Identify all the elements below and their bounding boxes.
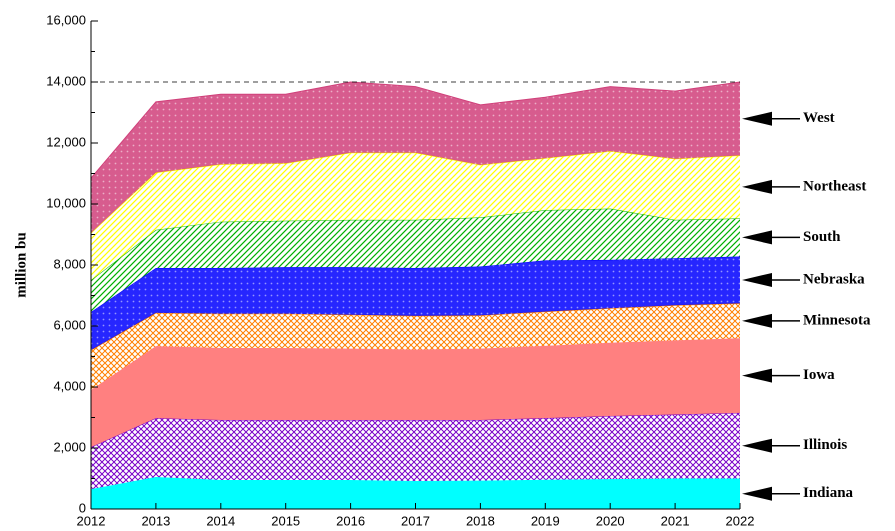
legend-label: Iowa: [803, 367, 835, 383]
y-tick-label: 0: [79, 500, 86, 515]
area: [91, 476, 740, 509]
area: [91, 338, 740, 448]
y-tick-label: 2,000: [53, 439, 86, 454]
area: [91, 151, 740, 281]
y-tick-label: 16,000: [46, 12, 86, 27]
y-tick-label: 4,000: [53, 378, 86, 393]
area: [91, 256, 740, 351]
y-tick-label: 14,000: [46, 73, 86, 88]
area: [91, 412, 740, 490]
y-axis-label: million bu: [13, 232, 29, 297]
legend-arrowhead: [742, 272, 772, 287]
legend-arrowhead: [742, 368, 772, 383]
legend-label: Northeast: [803, 178, 866, 194]
area: [91, 82, 740, 233]
x-tick-label: 2012: [77, 513, 106, 528]
area-edge: [90, 81, 741, 179]
x-tick-label: 2017: [401, 513, 430, 528]
legend-label: Nebraska: [803, 271, 865, 287]
x-tick-label: 2014: [206, 513, 235, 528]
x-tick-label: 2020: [596, 513, 625, 528]
legend-arrowhead: [742, 486, 772, 501]
y-tick-label: 12,000: [46, 134, 86, 149]
x-tick-label: 2015: [271, 513, 300, 528]
legend-label: Minnesota: [803, 312, 871, 328]
legend-label: Indiana: [803, 485, 854, 501]
legend-arrowhead: [742, 230, 772, 245]
area: [91, 208, 740, 312]
x-tick-label: 2021: [661, 513, 690, 528]
x-tick-label: 2022: [726, 513, 755, 528]
legend-label: Illinois: [803, 437, 847, 453]
x-tick-label: 2016: [336, 513, 365, 528]
legend-arrowhead: [742, 313, 772, 328]
legend-label: South: [803, 229, 841, 245]
x-tick-label: 2019: [531, 513, 560, 528]
area: [91, 303, 740, 391]
legend-arrowhead: [742, 111, 772, 126]
x-tick-label: 2013: [141, 513, 170, 528]
y-tick-label: 6,000: [53, 317, 86, 332]
legend-label: West: [803, 110, 835, 126]
y-tick-label: 10,000: [46, 195, 86, 210]
x-tick-label: 2018: [466, 513, 495, 528]
legend-arrowhead: [742, 179, 772, 194]
y-tick-label: 8,000: [53, 256, 86, 271]
legend-arrowhead: [742, 438, 772, 453]
